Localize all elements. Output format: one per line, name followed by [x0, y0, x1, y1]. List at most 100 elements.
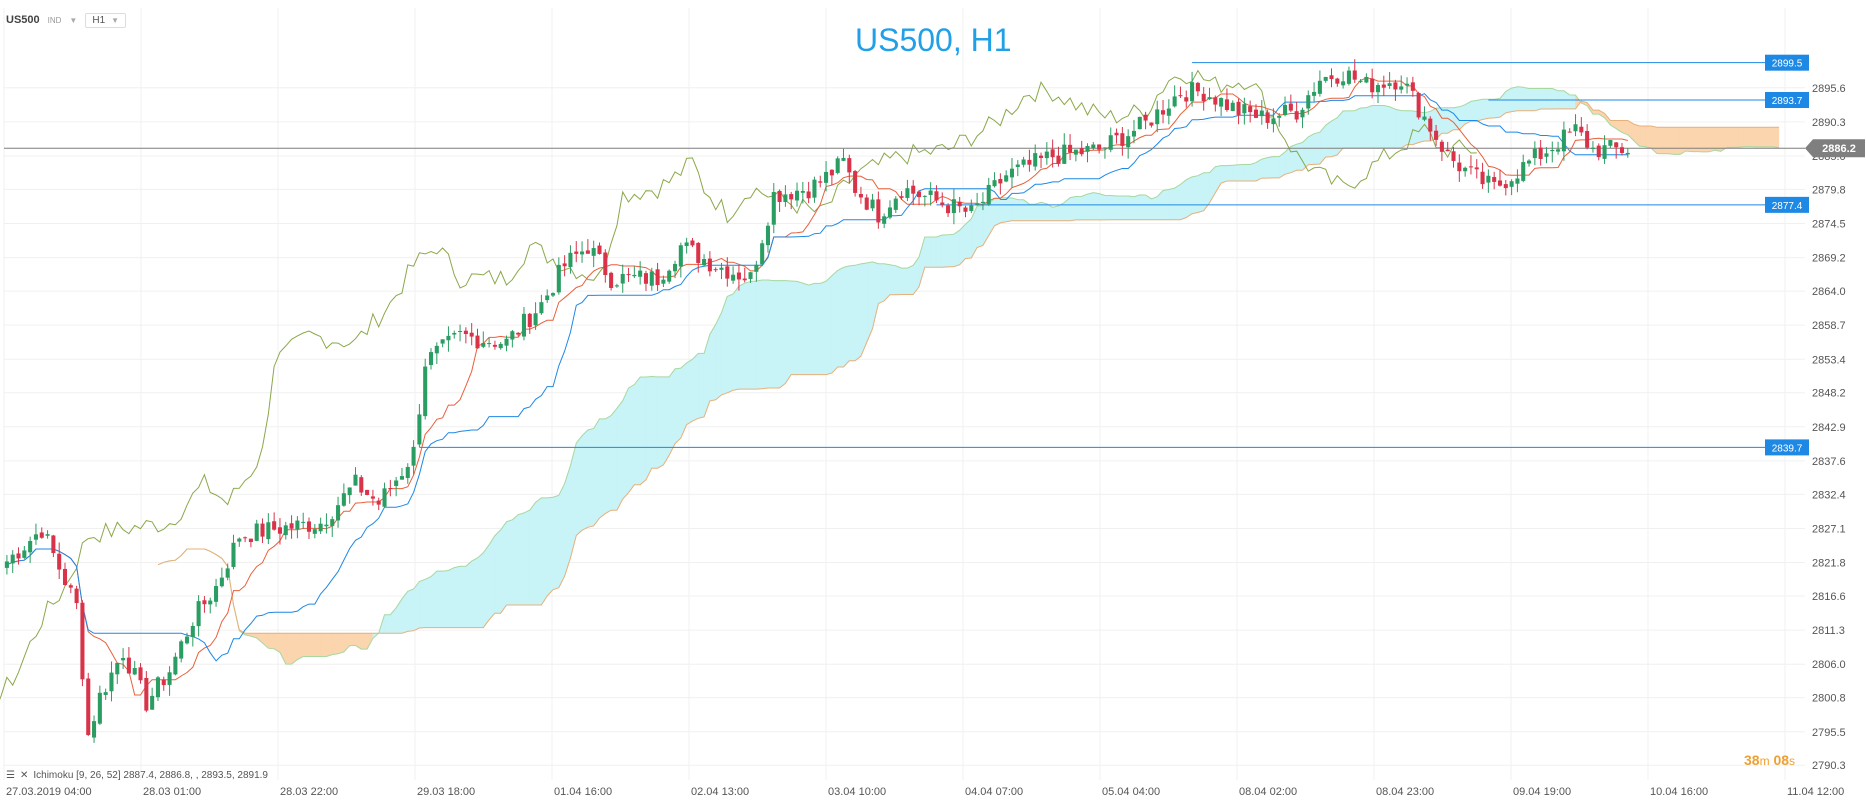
- candle-body: [1596, 145, 1601, 158]
- cloud-segment: [1110, 195, 1117, 221]
- cloud-segment: [930, 236, 937, 268]
- cloud-segment: [982, 202, 990, 247]
- candle-body: [51, 535, 56, 553]
- candle-body: [283, 525, 288, 536]
- cloud-segment: [482, 543, 490, 629]
- cloud-segment: [1749, 127, 1756, 148]
- candle-body: [1027, 159, 1032, 165]
- candle-body: [748, 272, 753, 279]
- candle-body: [1073, 149, 1078, 155]
- cloud-segment: [831, 269, 838, 374]
- menu-icon[interactable]: ☰: [6, 770, 15, 781]
- cloud-segment: [645, 376, 653, 480]
- timeframe-select[interactable]: H1 ▼: [85, 12, 127, 28]
- y-tick-label: 2864.0: [1812, 286, 1846, 298]
- cloud-segment: [651, 376, 658, 469]
- candle-body: [481, 342, 486, 347]
- cloud-segment: [506, 519, 513, 606]
- candle-body: [911, 185, 916, 194]
- cloud-segment: [692, 352, 699, 422]
- candle-body: [1038, 155, 1044, 159]
- cloud-segment: [941, 234, 949, 268]
- candle-body: [643, 273, 649, 284]
- candle-body: [469, 332, 474, 337]
- cloud-segment: [971, 206, 978, 259]
- candle-body: [1248, 106, 1253, 113]
- candle-body: [899, 196, 904, 198]
- cloud-segment: [302, 632, 310, 657]
- candle-body: [202, 600, 207, 605]
- candle-body: [1544, 153, 1549, 157]
- cloud-segment: [581, 429, 589, 531]
- cloud-segment: [1668, 127, 1675, 155]
- candle-body: [132, 668, 137, 675]
- x-tick-label: 10.04 16:00: [1650, 786, 1708, 798]
- candle-body: [1201, 93, 1206, 102]
- candle-body: [1608, 140, 1613, 146]
- cloud-segment: [1610, 120, 1617, 130]
- cloud-segment: [622, 388, 629, 500]
- cloud-segment: [1673, 127, 1681, 155]
- candle-body: [527, 313, 532, 327]
- candle-body: [365, 489, 370, 495]
- cloud-segment: [1772, 127, 1780, 148]
- candle-body: [1079, 148, 1084, 155]
- price-line-label-bg: [1765, 439, 1809, 456]
- cloud-segment: [1517, 86, 1524, 112]
- cloud-segment: [1139, 194, 1146, 221]
- candle-body: [1317, 80, 1322, 94]
- cloud-segment: [297, 632, 304, 661]
- cloud-segment: [1441, 107, 1449, 134]
- candle-body: [1166, 108, 1171, 116]
- cloud-segment: [500, 520, 507, 615]
- cloud-segment: [494, 529, 502, 614]
- cloud-segment: [767, 279, 775, 389]
- y-tick-label: 2879.8: [1812, 184, 1846, 196]
- candle-body: [214, 586, 219, 602]
- cloud-segment: [1180, 179, 1187, 221]
- candle-body: [336, 505, 341, 521]
- candle-body: [928, 190, 933, 195]
- cloud-segment: [575, 434, 583, 537]
- cloud-segment: [1354, 107, 1361, 149]
- kijun-sen-line: [6, 93, 1628, 662]
- candle-body: [475, 335, 480, 349]
- candle-body: [1556, 149, 1561, 152]
- candle-body: [57, 553, 62, 570]
- chevron-down-icon[interactable]: ▼: [69, 15, 78, 25]
- cloud-segment: [878, 263, 885, 305]
- cloud-segment: [1104, 195, 1112, 221]
- cloud-segment: [965, 218, 972, 259]
- y-tick-label: 2858.7: [1812, 320, 1846, 332]
- cloud-segment: [448, 567, 455, 628]
- candle-body: [812, 179, 817, 198]
- candle-body: [1056, 155, 1061, 164]
- candle-body: [597, 245, 602, 254]
- candle-body: [1015, 164, 1020, 168]
- candle-body: [533, 313, 538, 326]
- close-icon[interactable]: ✕: [19, 770, 29, 781]
- candle-body: [818, 181, 823, 183]
- cloud-segment: [558, 483, 565, 588]
- symbol-label[interactable]: US500: [6, 14, 40, 26]
- candle-body: [254, 523, 259, 541]
- x-tick-label: 09.04 19:00: [1513, 786, 1571, 798]
- cloud-segment: [1185, 176, 1193, 219]
- candle-body: [109, 672, 114, 692]
- cloud-segment: [1063, 196, 1071, 222]
- cloud-segment: [1238, 164, 1245, 182]
- candle-body: [103, 692, 108, 695]
- candle-body: [1405, 83, 1410, 86]
- candle-body: [969, 205, 974, 211]
- x-tick-label: 02.04 13:00: [691, 786, 749, 798]
- cloud-segment: [268, 632, 275, 650]
- candle-body: [713, 269, 718, 271]
- candle-body: [882, 216, 887, 224]
- cloud-segment: [1232, 164, 1239, 182]
- cloud-segment: [1366, 105, 1373, 149]
- candle-body: [1021, 159, 1026, 165]
- candle-body: [272, 521, 277, 530]
- candle-body: [731, 274, 736, 281]
- candle-body: [858, 193, 863, 198]
